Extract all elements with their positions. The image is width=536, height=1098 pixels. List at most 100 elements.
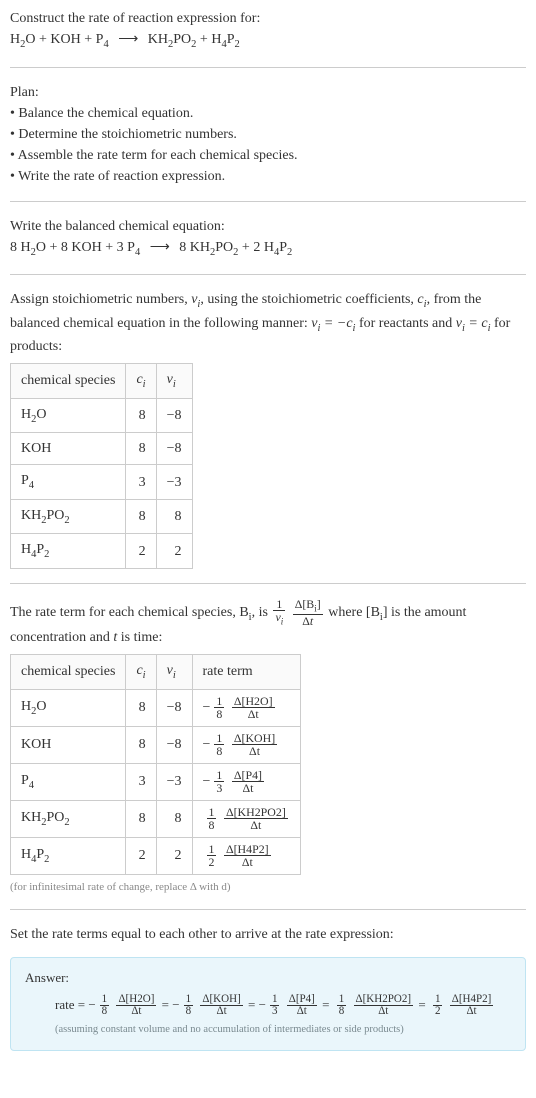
reactant: H2O xyxy=(10,32,36,47)
nu-i: νi xyxy=(191,292,200,307)
sign: − xyxy=(203,700,211,715)
reactant: P4 xyxy=(96,32,109,47)
den: Δt xyxy=(293,615,323,628)
col-ci: ci xyxy=(126,364,156,399)
num: Δ[Bi] xyxy=(293,598,323,615)
fraction: 1νi xyxy=(271,598,287,627)
col-species: chemical species xyxy=(11,655,126,690)
table-header-row: chemical species ci νi rate term xyxy=(11,655,301,690)
num: 1 xyxy=(273,598,285,612)
table-row: H2O 8 −8 −18 Δ[H2O]Δt xyxy=(11,689,301,726)
table-row: KOH 8 −8 −18 Δ[KOH]Δt xyxy=(11,726,301,763)
cell-species: KH2PO2 xyxy=(11,800,126,837)
cell-nu: −8 xyxy=(156,398,192,433)
cell-c: 2 xyxy=(126,534,156,569)
text: , using the stoichiometric coefficients, xyxy=(200,292,417,307)
cell-species: KOH xyxy=(11,433,126,465)
divider xyxy=(10,583,526,584)
table-row: KH2PO2 8 8 18 Δ[KH2PO2]Δt xyxy=(11,800,301,837)
set-equal-text: Set the rate terms equal to each other t… xyxy=(10,924,526,945)
balanced-equation: 8 H2O + 8 KOH + 3 P4 ⟶ 8 KH2PO2 + 2 H4P2 xyxy=(10,237,526,261)
table-row: KH2PO288 xyxy=(11,499,193,534)
reaction-arrow-icon: ⟶ xyxy=(144,240,176,255)
table-row: P43−3 xyxy=(11,465,193,500)
cell-c: 8 xyxy=(126,499,156,534)
eq: = xyxy=(248,997,259,1012)
cell-nu: −3 xyxy=(156,465,192,500)
table-row: H2O8−8 xyxy=(11,398,193,433)
text: The rate term for each chemical species, xyxy=(10,605,239,620)
relation: νi = ci xyxy=(456,316,491,331)
rate-term: 12 Δ[H4P2]Δt xyxy=(429,997,495,1012)
divider xyxy=(10,274,526,275)
cell-species: H2O xyxy=(11,689,126,726)
cell-rate: −18 Δ[H2O]Δt xyxy=(192,689,300,726)
c-i: ci xyxy=(417,292,426,307)
table-row: H4P222 xyxy=(11,534,193,569)
plan-item: Write the rate of reaction expression. xyxy=(10,166,526,187)
rate-term: −18 Δ[KOH]Δt xyxy=(172,997,245,1012)
bi: Bi xyxy=(239,605,251,620)
text: where xyxy=(328,605,366,620)
answer-box: Answer: rate = −18 Δ[H2O]Δt = −18 Δ[KOH]… xyxy=(10,957,526,1050)
plan-item: Assemble the rate term for each chemical… xyxy=(10,145,526,166)
col-rate-term: rate term xyxy=(192,655,300,690)
rate-formula: 1νi Δ[Bi]Δt xyxy=(271,605,328,620)
table-row: H4P2 2 2 12 Δ[H4P2]Δt xyxy=(11,837,301,874)
text: is time: xyxy=(117,630,162,645)
cell-rate: 12 Δ[H4P2]Δt xyxy=(192,837,300,874)
den: νi xyxy=(273,611,285,627)
term: 3 P4 xyxy=(117,240,141,255)
cell-species: H2O xyxy=(11,398,126,433)
balanced-section: Write the balanced chemical equation: 8 … xyxy=(10,216,526,261)
conc: [Bi] xyxy=(366,605,388,620)
table-row: KOH8−8 xyxy=(11,433,193,465)
eq: = xyxy=(162,997,173,1012)
cell-species: P4 xyxy=(11,763,126,800)
plan-item: Determine the stoichiometric numbers. xyxy=(10,124,526,145)
cell-nu: −8 xyxy=(156,689,192,726)
sign: − xyxy=(203,774,211,789)
cell-species: H4P2 xyxy=(11,837,126,874)
rate-term: 18 Δ[KH2PO2]Δt xyxy=(333,997,415,1012)
balanced-heading: Write the balanced chemical equation: xyxy=(10,216,526,237)
cell-c: 3 xyxy=(126,763,156,800)
cell-nu: 8 xyxy=(156,499,192,534)
product: H4P2 xyxy=(211,32,239,47)
term: 8 H2O xyxy=(10,240,46,255)
eq: = xyxy=(322,997,333,1012)
cell-species: KH2PO2 xyxy=(11,499,126,534)
prompt-line1: Construct the rate of reaction expressio… xyxy=(10,8,526,29)
fraction: Δ[Bi]Δt xyxy=(291,598,325,627)
cell-c: 3 xyxy=(126,465,156,500)
divider xyxy=(10,67,526,68)
cell-nu: 8 xyxy=(156,800,192,837)
cell-c: 8 xyxy=(126,398,156,433)
plan-section: Plan: Balance the chemical equation. Det… xyxy=(10,82,526,187)
cell-rate: −13 Δ[P4]Δt xyxy=(192,763,300,800)
rate-term: −18 Δ[H2O]Δt xyxy=(88,997,158,1012)
rate-term-intro: The rate term for each chemical species,… xyxy=(10,598,526,895)
rate-term-table: chemical species ci νi rate term H2O 8 −… xyxy=(10,654,301,875)
divider xyxy=(10,201,526,202)
rate-lead: rate = xyxy=(55,997,88,1012)
eq: = xyxy=(418,997,429,1012)
cell-c: 8 xyxy=(126,726,156,763)
cell-species: KOH xyxy=(11,726,126,763)
reactant: KOH xyxy=(50,32,80,47)
answer-note: (assuming constant volume and no accumul… xyxy=(25,1022,511,1038)
relation: νi = −ci xyxy=(311,316,355,331)
plan-list: Balance the chemical equation. Determine… xyxy=(10,103,526,187)
text: for reactants and xyxy=(355,316,455,331)
rate-expression: rate = −18 Δ[H2O]Δt = −18 Δ[KOH]Δt = −13… xyxy=(25,994,511,1018)
stoich-table: chemical species ci νi H2O8−8 KOH8−8 P43… xyxy=(10,363,193,569)
sign: − xyxy=(203,737,211,752)
cell-nu: 2 xyxy=(156,837,192,874)
table-row: P4 3 −3 −13 Δ[P4]Δt xyxy=(11,763,301,800)
term: 2 H4P2 xyxy=(253,240,292,255)
text: , is xyxy=(252,605,272,620)
cell-c: 2 xyxy=(126,837,156,874)
term: 8 KOH xyxy=(61,240,102,255)
divider xyxy=(10,909,526,910)
cell-nu: −3 xyxy=(156,763,192,800)
